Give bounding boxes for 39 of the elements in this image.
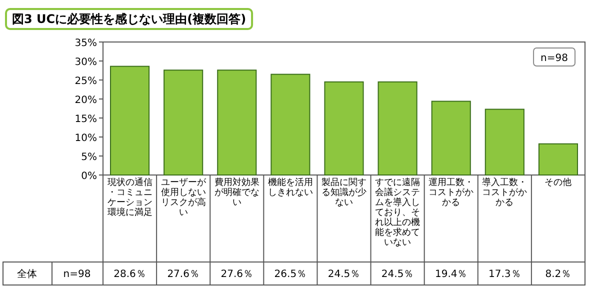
data-label: 28.6％	[114, 269, 146, 280]
bar	[378, 81, 418, 176]
data-label: 26.5％	[274, 269, 307, 280]
y-tick-label: 0%	[81, 171, 97, 182]
y-tick-label: 30%	[74, 57, 97, 68]
x-tick-label: 費用対効果が明確でない	[214, 177, 260, 208]
bar	[431, 100, 471, 176]
y-tick-label: 25%	[74, 76, 97, 87]
bar	[538, 143, 578, 176]
x-tick-label: ユーザーが使用しないリスクが高い	[160, 177, 207, 218]
data-label: 17.3％	[488, 269, 521, 280]
y-tick-label: 20%	[74, 95, 97, 106]
data-label: 24.5％	[328, 269, 360, 280]
data-label: 8.2％	[545, 269, 572, 280]
x-tick-label: 導入工数・コストがかかる	[482, 177, 528, 208]
bar	[217, 70, 257, 176]
bar	[324, 81, 364, 176]
x-tick-label: 現状の通信・コミュニケーション環境に満足	[107, 177, 152, 218]
bar	[484, 108, 524, 176]
y-tick-label: 35%	[74, 38, 97, 49]
x-tick-label: 運用工数・コストがかかる	[428, 177, 474, 208]
x-tick-label: その他	[544, 177, 572, 188]
data-label: 24.5％	[381, 269, 414, 280]
data-label: 27.6％	[220, 269, 254, 280]
data-label: 19.4％	[434, 269, 468, 280]
y-tick-label: 15%	[74, 114, 97, 125]
x-tick-label: すでに遠隔会議システムを導入しており、それ以上の機能を求めていない	[375, 177, 420, 248]
x-tick-label: 機能を活用しきれない	[268, 177, 313, 198]
annotation: n=98	[540, 53, 568, 64]
bar	[110, 66, 150, 176]
y-tick-label: 5%	[81, 152, 97, 163]
bar	[270, 74, 310, 176]
chart-title: 図3 UCに必要性を感じない理由(複数回答)	[12, 12, 246, 26]
bar	[164, 70, 204, 176]
text: n=98	[63, 269, 91, 280]
text: 全体	[17, 268, 37, 280]
y-tick-label: 10%	[74, 133, 97, 144]
data-label: 27.6％	[167, 269, 200, 280]
x-tick-label: 製品に関する知識が少ない	[322, 177, 366, 208]
